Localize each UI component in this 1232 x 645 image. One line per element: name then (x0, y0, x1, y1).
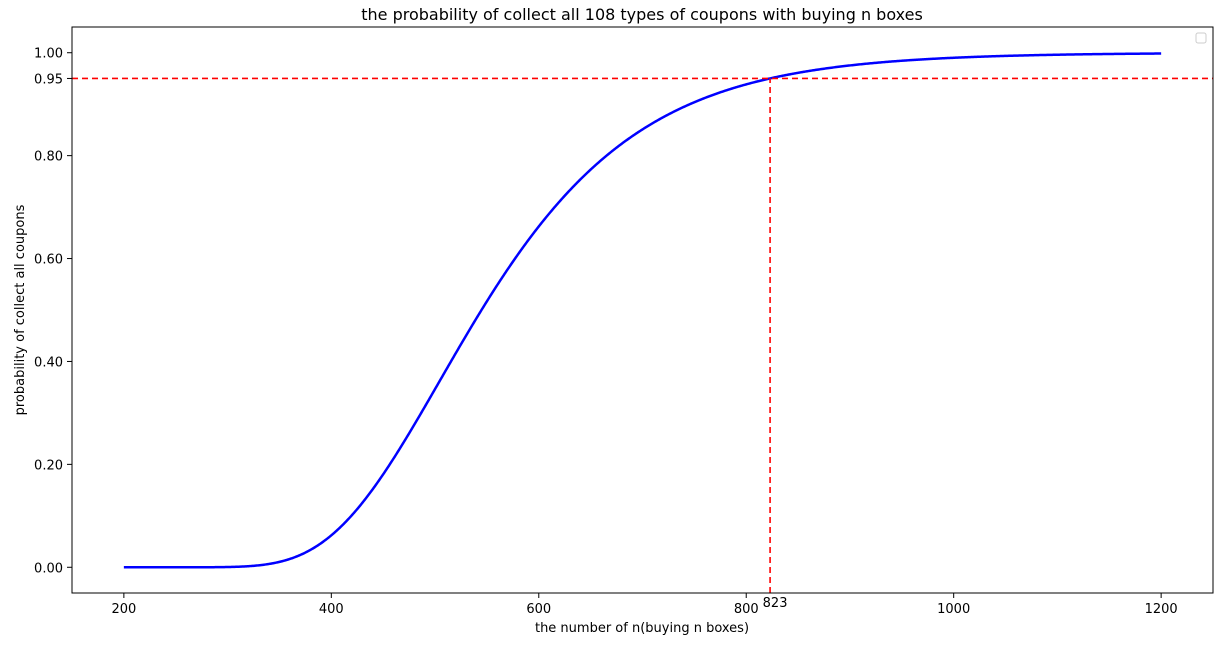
y-tick-label: 0.95 (34, 72, 63, 87)
x-tick-label: 400 (319, 602, 344, 617)
annotation-layer: 823 (763, 596, 788, 611)
chart-title: the probability of collect all 108 types… (361, 5, 923, 24)
annotation-label: 823 (763, 596, 788, 611)
x-axis-label: the number of n(buying n boxes) (535, 621, 749, 636)
plot-frame (71, 26, 1214, 594)
plot-area (71, 26, 1214, 594)
x-tick-label: 1000 (937, 602, 970, 617)
legend-box (1195, 32, 1207, 44)
x-tick-label: 1200 (1145, 602, 1178, 617)
reference-line-layer (72, 77, 1213, 593)
y-axis-label: probability of collect all coupons (13, 204, 28, 415)
y-tick-label: 0.00 (34, 561, 63, 576)
x-tick-label: 800 (734, 602, 759, 617)
series-layer (123, 52, 1162, 569)
x-axis: 200 400 600 800 1000 1200 (111, 593, 1178, 617)
y-tick-label: 0.40 (34, 355, 63, 370)
series-line-0 (123, 52, 1162, 569)
y-tick-label: 1.00 (34, 47, 63, 62)
x-tick-label: 200 (111, 602, 136, 617)
x-tick-label: 600 (526, 602, 551, 617)
y-axis: 0.00 0.20 0.40 0.60 0.80 0.95 1.00 (34, 47, 72, 576)
y-tick-label: 0.80 (34, 150, 63, 165)
y-tick-label: 0.20 (34, 458, 63, 473)
y-tick-label: 0.60 (34, 253, 63, 268)
